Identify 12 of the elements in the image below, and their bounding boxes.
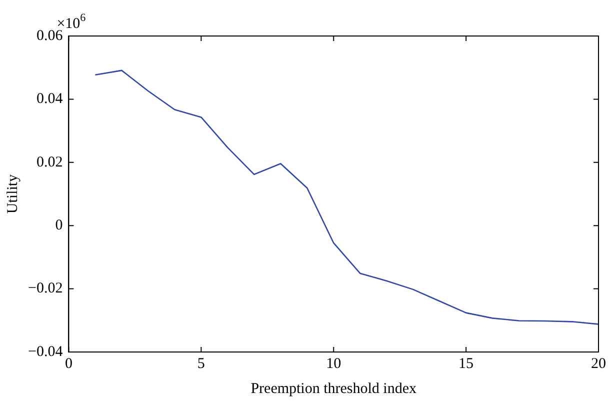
- x-tick-label: 15: [458, 356, 474, 372]
- x-tick-label: 10: [326, 356, 342, 372]
- y-tick-label: −0.04: [28, 344, 64, 360]
- x-tick-label: 20: [591, 356, 606, 372]
- y-tick-label: 0: [55, 218, 63, 234]
- y-tick-label: 0.02: [36, 154, 63, 170]
- y-tick-label: 0.06: [36, 28, 64, 44]
- x-tick-label: 5: [197, 356, 205, 372]
- x-axis-title: Preemption threshold index: [250, 380, 418, 397]
- y-axis-title: Utility: [4, 174, 21, 214]
- y-tick-label: 0.04: [36, 91, 64, 108]
- y-tick-label: −0.02: [28, 280, 63, 297]
